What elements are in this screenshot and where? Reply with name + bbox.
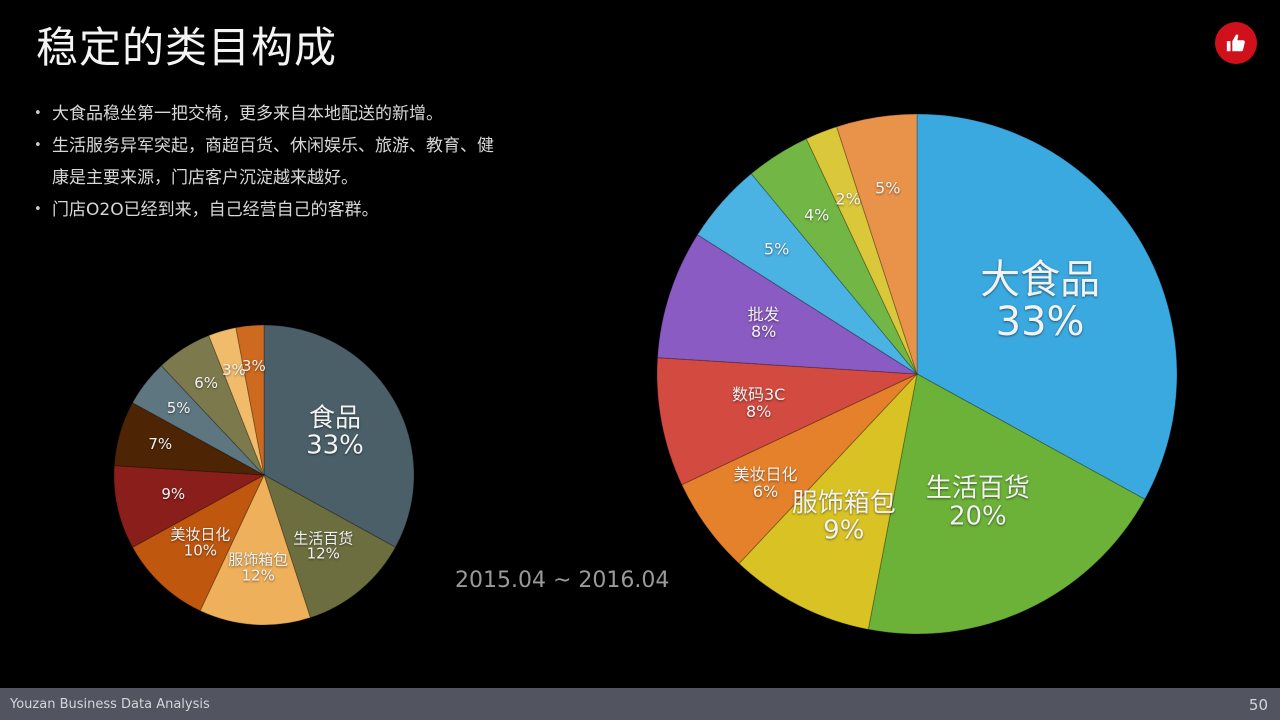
slice-name: 服饰箱包 [791,488,896,519]
pie-slice-label: 服饰箱包 9% [792,490,896,545]
pie-slice [738,372,918,630]
pie-slice [199,473,311,626]
slice-value: 2% [835,189,861,209]
thumbs-up-glyph [1226,34,1245,52]
pie-slice-label: 美妆日化 10% [170,525,231,559]
pie-slice-label: 5% [875,178,901,198]
slice-value: 5% [875,178,901,198]
pie-slice [696,172,918,375]
slice-value: 3% [221,361,246,380]
pie-slice-label: 批发 8% [748,307,780,341]
slice-name: 食品 [308,403,362,434]
date-range-label: 2015.04 ~ 2016.04 [455,568,670,593]
slice-value: 6% [194,373,219,392]
bullet-item: 门店O2O已经到来，自己经营自己的客群。 [34,194,504,226]
pie-slice [208,327,265,476]
pie-slice [160,334,265,476]
pie-slice-label: 数码3C 8% [732,387,785,421]
pie-slice [131,364,265,476]
pie-slice-label: 美妆日化 6% [733,465,798,502]
pie-slice [235,324,265,476]
pie-slice-label: 5% [166,398,191,417]
pie-slice-label: 生活百货 20% [925,474,1030,532]
pie-slice-label: 2% [835,189,861,209]
pie-slice [131,473,266,612]
slice-name: 大食品 [980,257,1101,304]
pie-slice [681,373,918,565]
pie-slice-label: 6% [194,373,219,392]
slice-name: 生活百货 [293,528,354,547]
pie-slice [867,373,1146,635]
pie-slice-label: 4% [803,205,830,225]
slice-value: 5% [166,398,191,417]
slice-name: 美妆日化 [733,465,798,485]
pie-charts-canvas [113,113,1178,635]
bullet-list: 大食品稳坐第一把交椅，更多来自本地配送的新增。 生活服务异军突起，商超百货、休闲… [34,98,504,226]
slice-value: 9% [823,515,865,546]
pie-slice-label: 9% [161,487,185,503]
slice-value: 33% [995,299,1085,346]
pie-slice [656,357,918,486]
pie-slice [750,138,918,375]
slice-name: 服饰箱包 [228,550,289,569]
slice-value: 10% [183,540,217,559]
slice-value: 5% [763,239,790,259]
bullet-item: 大食品稳坐第一把交椅，更多来自本地配送的新增。 [34,98,504,130]
pie-slice-label: 生活百货 12% [293,528,354,563]
footer-bar: Youzan Business Data Analysis 50 [0,688,1280,720]
slice-name: 批发 [747,305,780,325]
slice-name: 美妆日化 [170,525,231,544]
slice-value: 4% [803,205,830,225]
slice-value: 3% [241,357,266,376]
slice-value: 33% [306,431,364,461]
slice-value: 9% [161,485,186,504]
footer-brand-text: Youzan Business Data Analysis [10,697,210,712]
pie-slice [113,465,266,548]
slice-name: 数码3C [731,385,786,405]
slice-value: 8% [750,322,777,342]
bullet-item: 生活服务异军突起，商超百货、休闲娱乐、旅游、教育、健康是主要来源，门店客户沉淀越… [34,130,504,194]
pie-slice [836,113,918,375]
page-number: 50 [1248,696,1268,714]
pie-slice [263,473,397,619]
pie-slice-label: 3% [222,363,246,379]
pie-slice-label: 3% [241,357,266,376]
pie-slice [263,324,415,548]
thumbs-up-icon [1215,22,1257,64]
pie-slice-label: 大食品 33% [980,259,1100,343]
pie-slice-label: 5% [763,239,790,259]
pie-slice-label: 服饰箱包 12% [228,550,289,584]
slice-value: 20% [948,501,1007,532]
slice-value: 6% [752,482,779,502]
pie-slice-label: 7% [148,434,173,453]
pie-slice [113,402,265,476]
pie-slice [656,233,918,375]
slice-name: 生活百货 [925,474,1030,505]
pie-slice [805,126,918,375]
slice-value: 8% [745,402,772,422]
pie-slice [916,113,1178,500]
slice-value: 7% [148,434,173,453]
slide-title: 稳定的类目构成 [36,23,338,72]
pie-slice-label: 食品 33% [306,403,364,461]
slice-value: 12% [241,565,275,584]
slice-value: 12% [306,544,340,563]
